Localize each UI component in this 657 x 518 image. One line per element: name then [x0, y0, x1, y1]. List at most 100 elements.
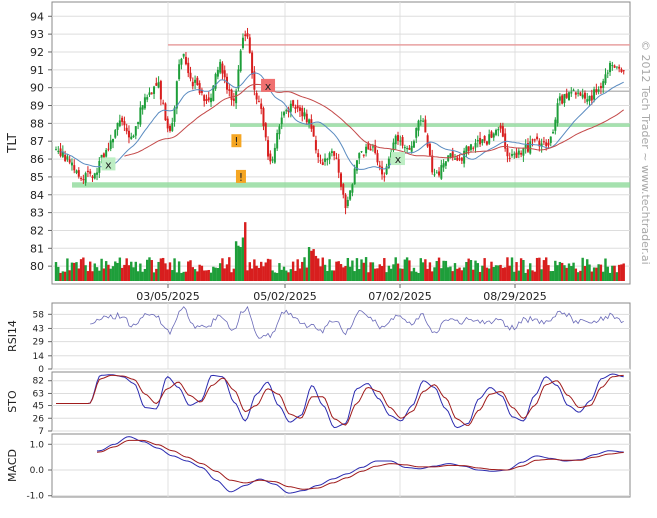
candle-body [269, 153, 272, 162]
panel-frame-rsi [51, 302, 631, 370]
candle-body [127, 130, 130, 138]
candle [178, 59, 181, 81]
candle-body [501, 126, 504, 137]
volume-bar [380, 266, 384, 281]
volume-bar [212, 266, 215, 281]
candle [351, 183, 354, 197]
candle-body [66, 156, 69, 160]
volume-bar [444, 260, 448, 281]
volume-bar [394, 257, 397, 281]
marker-label: ! [239, 171, 243, 184]
candle-body [520, 152, 523, 155]
volume-bar [228, 257, 231, 281]
volume-bar [200, 265, 204, 281]
candle [298, 104, 301, 117]
candle-body [216, 69, 219, 77]
candle-body [59, 148, 62, 156]
candle [520, 150, 523, 158]
volume-bar [166, 269, 169, 281]
volume-bar [205, 270, 208, 281]
candle-body [444, 161, 447, 166]
volume-bar [344, 265, 347, 281]
x-tick-label: 03/05/2025 [136, 290, 199, 303]
volume-bar [207, 269, 210, 281]
candle [203, 94, 206, 107]
candle [533, 138, 536, 143]
volume-bar [501, 267, 505, 281]
candle [175, 80, 178, 115]
candle-body [481, 139, 484, 143]
candle-body [205, 99, 208, 102]
candle [127, 125, 130, 144]
candle [267, 136, 270, 160]
rsi-tick-label: 29 [33, 338, 45, 348]
candle [392, 138, 395, 155]
volume-bar [285, 270, 288, 281]
candle [308, 118, 311, 129]
volume-bar [348, 266, 352, 281]
candle [344, 193, 347, 215]
volume-bar [107, 264, 110, 281]
candle [365, 143, 368, 157]
candle-body [70, 162, 73, 166]
volume-bar [123, 264, 126, 281]
candle-body [440, 165, 443, 179]
volume-bar [412, 267, 416, 281]
candle [492, 132, 495, 141]
volume-bar [446, 267, 450, 281]
candle [155, 77, 158, 87]
candle-body [64, 154, 67, 161]
volume-bar [451, 271, 454, 281]
volume-bar [440, 268, 443, 281]
candle-body [561, 95, 564, 104]
candle-body [221, 63, 224, 74]
candle-body [622, 70, 625, 72]
candle [207, 91, 210, 103]
candle-body [285, 110, 288, 112]
candle [463, 147, 466, 168]
candle-body [583, 92, 586, 99]
volume-bar [337, 261, 340, 281]
candle [472, 146, 475, 151]
candle [164, 102, 167, 121]
volume-bar [141, 271, 144, 281]
candle [118, 114, 121, 128]
candle-body [173, 107, 176, 122]
volume-bar [531, 270, 534, 281]
candle [134, 125, 137, 140]
candle-body [588, 95, 591, 101]
candle-body [547, 142, 550, 146]
rsi-tick-label: 58 [33, 310, 45, 320]
candle-body [397, 135, 399, 141]
volume-bar [332, 270, 336, 281]
volume-bar [611, 265, 614, 281]
volume-bar [132, 267, 135, 281]
price-tick-label: 94 [30, 10, 44, 23]
candle-body [506, 148, 509, 157]
x-tick-label: 08/29/2025 [483, 290, 546, 303]
volume-bar [364, 257, 368, 281]
candle [435, 170, 438, 174]
candle-body [251, 52, 254, 75]
volume-bar [248, 262, 251, 281]
signal-marker-warn: ! [231, 134, 242, 148]
marker-label: x [105, 158, 112, 171]
candle [483, 135, 486, 144]
candle [604, 68, 607, 85]
candle [342, 182, 345, 199]
candle-body [267, 140, 270, 157]
volume-bar [157, 261, 160, 281]
candle [280, 111, 283, 130]
candle [232, 92, 235, 107]
candle [572, 88, 575, 92]
volume-bar [497, 265, 500, 281]
candle [271, 156, 274, 164]
candle [499, 122, 502, 133]
volume-bar [442, 260, 445, 281]
candle-body [463, 150, 466, 164]
volume-bar [114, 261, 117, 281]
candle-body [333, 151, 336, 156]
candle [583, 90, 586, 104]
volume-bar [250, 268, 254, 281]
candle-body [367, 143, 370, 150]
